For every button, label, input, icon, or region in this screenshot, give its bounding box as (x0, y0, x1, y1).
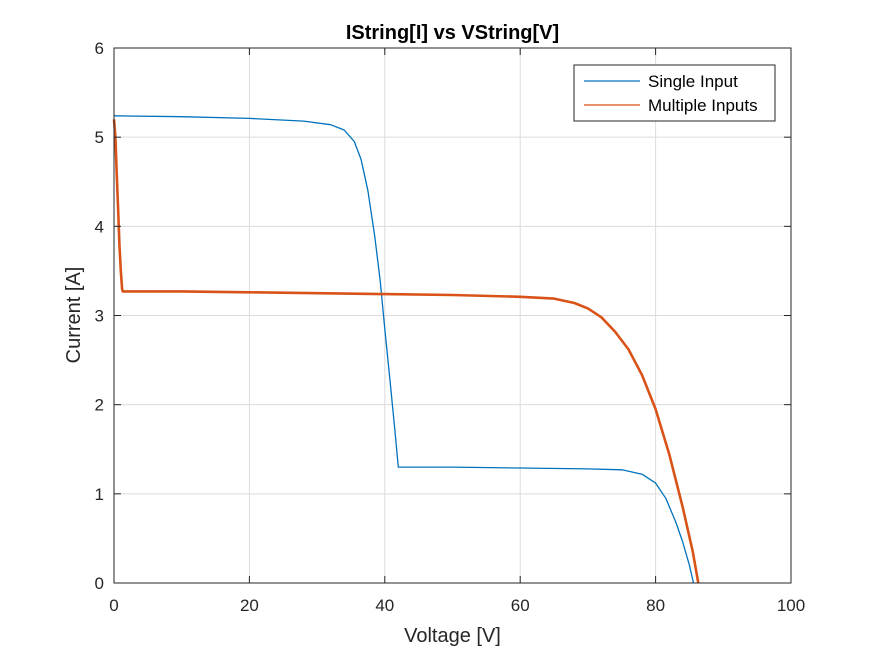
x-tick-label: 100 (777, 596, 805, 615)
x-tick-label: 20 (240, 596, 259, 615)
y-tick-label: 3 (95, 307, 104, 326)
x-tick-label: 60 (511, 596, 530, 615)
legend-label-multiple-inputs: Multiple Inputs (648, 96, 758, 115)
grid (114, 48, 791, 583)
legend-box (573, 64, 776, 122)
ticks: 0 20 40 60 80 100 0 1 2 3 4 5 6 (95, 39, 806, 615)
series-layer (112, 115, 700, 584)
y-tick-label: 4 (95, 217, 104, 236)
series-line-multiple-inputs (112, 119, 700, 584)
y-tick-label: 5 (95, 128, 104, 147)
x-tick-label: 0 (109, 596, 118, 615)
series-line-single-input (113, 115, 695, 584)
legend-label-single-input: Single Input (648, 72, 738, 91)
y-tick-label: 1 (95, 485, 104, 504)
x-tick-label: 40 (375, 596, 394, 615)
chart-title: IString[I] vs VString[V] (346, 22, 559, 44)
x-tick-label: 80 (646, 596, 665, 615)
y-tick-label: 6 (95, 39, 104, 58)
y-axis-label: Current [A] (63, 267, 85, 364)
legend: Single Input Multiple Inputs (573, 64, 776, 122)
y-tick-label: 0 (95, 574, 104, 593)
x-axis-label: Voltage [V] (404, 625, 501, 647)
y-tick-label: 2 (95, 396, 104, 415)
